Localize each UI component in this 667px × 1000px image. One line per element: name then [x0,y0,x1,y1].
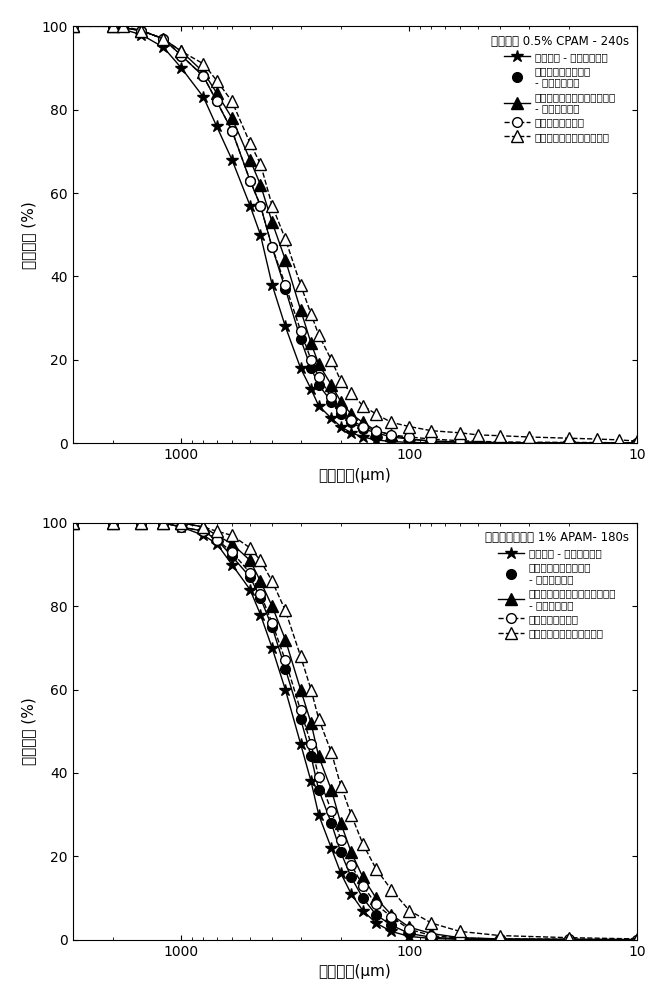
Y-axis label: 体积分数 (%): 体积分数 (%) [21,201,36,269]
X-axis label: 团粒大小(μm): 团粒大小(μm) [319,964,392,979]
Y-axis label: 体积分数 (%): 体积分数 (%) [21,697,36,765]
Legend: 初始团粒 - 图像方法量化, 本发明测量后的团粒
- 图像方法量化, 常规激光粒度仪测量后的团粒
- 图像方法量化, 本发明测量的团粒, 常规激光粒度仪测量的团: 初始团粒 - 图像方法量化, 本发明测量后的团粒 - 图像方法量化, 常规激光粒… [488,32,632,145]
X-axis label: 团粒大小(μm): 团粒大小(μm) [319,468,392,483]
Legend: 初始团粒 - 图像方法量化, 本发明测量过后的团粒
- 图像方法量化, 常规激光粒度仪测量量后的团粒
- 图像方法量化, 本发明测量的团粒, 常规激光粒度仪测量: 初始团粒 - 图像方法量化, 本发明测量过后的团粒 - 图像方法量化, 常规激光… [482,528,632,641]
